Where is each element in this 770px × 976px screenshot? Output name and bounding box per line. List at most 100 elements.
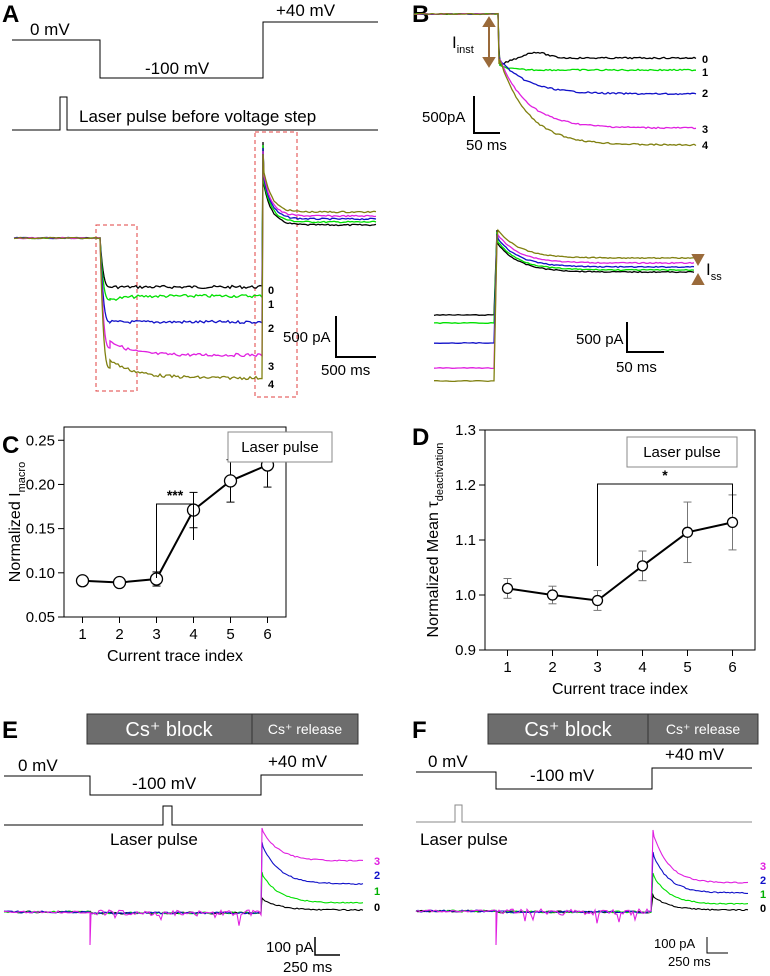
chart-d-ytick-label: 0.9 <box>455 642 476 659</box>
panel-a-voltage-protocol <box>12 21 378 79</box>
chart-d-data-point <box>501 582 514 595</box>
panel-a-laser-protocol <box>12 96 378 131</box>
panel-b-bottom-trace-2 <box>434 233 695 344</box>
panel-a-trace-label-4: 4 <box>268 379 275 391</box>
chart-c-data-point <box>112 575 127 590</box>
panel-e-trace-label-3: 3 <box>374 856 380 868</box>
chart-c-ytick-label: 0.20 <box>26 476 55 493</box>
panel-b-traces <box>413 12 697 383</box>
chart-c-ylabel: Normalized Imacro <box>7 462 28 582</box>
panel-a-current-trace-1 <box>13 144 377 301</box>
panel-e-scalebar-x: 250 ms <box>283 959 332 976</box>
panel-b-trace-label-1: 1 <box>702 67 708 79</box>
chart-d-ylabel: Normalized Mean τdeactivation <box>425 443 446 638</box>
panel-a: A 0 mV -100 mV +40 mV Laser pulse before… <box>2 1 378 398</box>
chart-d-data-point <box>726 516 739 529</box>
chart-c-xtick-label: 3 <box>152 626 160 643</box>
panel-a-scalebar-y: 500 pA <box>283 329 331 346</box>
chart-c-xtick-label: 1 <box>78 626 86 643</box>
panel-f-voltage-protocol <box>416 767 752 790</box>
chart-d-xtick-label: 4 <box>638 659 646 676</box>
panel-e-voltage-protocol <box>4 774 363 796</box>
panel-b-bottom-trace-0 <box>433 229 695 317</box>
panel-a-scalebar <box>335 316 376 358</box>
panel-f-scalebar <box>706 937 728 954</box>
chart-c-significance-stars: *** <box>167 487 184 503</box>
panel-e-trace-label-0: 0 <box>374 902 380 914</box>
panel-b-trace-label-4: 4 <box>702 140 709 152</box>
chart-d-data-point <box>681 526 694 538</box>
chart-c-xtick-label: 4 <box>189 626 197 643</box>
panel-b-bottom-trace-3 <box>433 233 695 370</box>
panel-b-scalebar-top <box>473 96 500 134</box>
panel-f-block-box <box>487 713 649 745</box>
panel-b-trace-label-2: 2 <box>702 88 708 100</box>
panel-b-top-trace-4 <box>413 12 697 147</box>
panel-e-release-box <box>251 713 359 745</box>
panel-a-current-trace-3 <box>13 150 377 358</box>
panel-e-trace-label-1: 1 <box>374 886 380 898</box>
panel-e-traces <box>3 827 364 946</box>
panel-e-laser-label: Laser pulse <box>110 830 198 849</box>
ss-label: Iss <box>706 260 722 283</box>
chart-d-xtick-label: 5 <box>683 659 691 676</box>
panel-c-label: C <box>2 432 19 459</box>
panel-a-voltage-0: 0 mV <box>30 20 70 39</box>
panel-e-scalebar-y: 100 pA <box>266 939 314 956</box>
panel-a-dash-box-right <box>254 131 298 398</box>
panel-e-current-trace-2 <box>3 841 364 915</box>
panel-e-block-label: Cs⁺ block <box>125 719 213 741</box>
panel-f-voltage-pos: +40 mV <box>665 745 725 764</box>
chart-d-xtick-label: 1 <box>503 659 511 676</box>
chart-c-significance-bracket <box>156 503 194 578</box>
panel-e-voltage-0: 0 mV <box>18 756 58 775</box>
panel-f-label: F <box>412 717 427 744</box>
panel-f-block-label: Cs⁺ block <box>524 719 612 741</box>
panel-e-label: E <box>2 717 18 744</box>
chart-c-data-point <box>223 474 238 488</box>
panel-f-scalebar-y: 100 pA <box>654 936 696 951</box>
panel-f-voltage-0: 0 mV <box>428 752 468 771</box>
panel-f-release-label: Cs⁺ release <box>666 721 741 737</box>
panel-a-trace-label-2: 2 <box>268 323 274 335</box>
chart-d-xtick-label: 3 <box>593 659 601 676</box>
panel-b-trace-label-0: 0 <box>702 54 708 66</box>
panel-e-voltage-neg: -100 mV <box>132 774 197 793</box>
panel-a-voltage-pos: +40 mV <box>276 1 336 20</box>
chart-d-xlabel: Current trace index <box>552 681 688 698</box>
panel-a-traces <box>13 141 377 381</box>
panel-f-trace-label-2: 2 <box>760 875 766 887</box>
panel-e-scalebar <box>314 937 340 956</box>
chart-d-series-line <box>507 521 733 602</box>
panel-b-bottom-trace-4 <box>434 228 695 383</box>
panel-f-trace-label-3: 3 <box>760 861 766 873</box>
chart-c-xtick-label: 2 <box>115 626 123 643</box>
panel-b-scalebar-bottom <box>626 322 664 353</box>
chart-d-legend-box <box>626 436 738 468</box>
chart-d-legend-label: Laser pulse <box>643 444 721 461</box>
panel-f-traces <box>415 829 749 946</box>
panel-e-laser-protocol <box>4 805 363 826</box>
panel-f-current-trace-2 <box>415 851 748 914</box>
chart-d: D 1 2 3 4 5 6 0.9 1.0 1.1 1.2 1.3 * Laser pulse Curre… <box>412 422 756 698</box>
panel-f-current-trace-3 <box>415 829 749 946</box>
panel-f-release-box <box>647 713 759 745</box>
inst-arrow <box>482 16 496 68</box>
panel-f-current-trace-1 <box>416 872 749 914</box>
panel-f-trace-label-0: 0 <box>760 903 766 915</box>
ss-arrow <box>691 254 705 285</box>
panel-e-release-label: Cs⁺ release <box>268 721 343 737</box>
panel-f-voltage-neg: -100 mV <box>530 766 595 785</box>
chart-d-data-point <box>591 594 604 607</box>
panel-b-scalebar-bottom-y: 500 pA <box>576 331 624 348</box>
panel-e-block-box <box>86 713 253 745</box>
chart-c-legend-box <box>227 431 333 463</box>
panel-b-scalebar-top-x: 50 ms <box>466 137 507 154</box>
panel-f-laser-label: Laser pulse <box>420 830 508 849</box>
panel-b-scalebar-top-y: 500pA <box>422 109 465 126</box>
chart-c-xlabel: Current trace index <box>107 648 243 665</box>
panel-a-voltage-neg: -100 mV <box>145 59 210 78</box>
chart-c-legend-label: Laser pulse <box>241 439 319 456</box>
chart-d-ytick-label: 1.2 <box>455 477 476 494</box>
chart-c-ytick-label: 0.25 <box>26 432 55 449</box>
